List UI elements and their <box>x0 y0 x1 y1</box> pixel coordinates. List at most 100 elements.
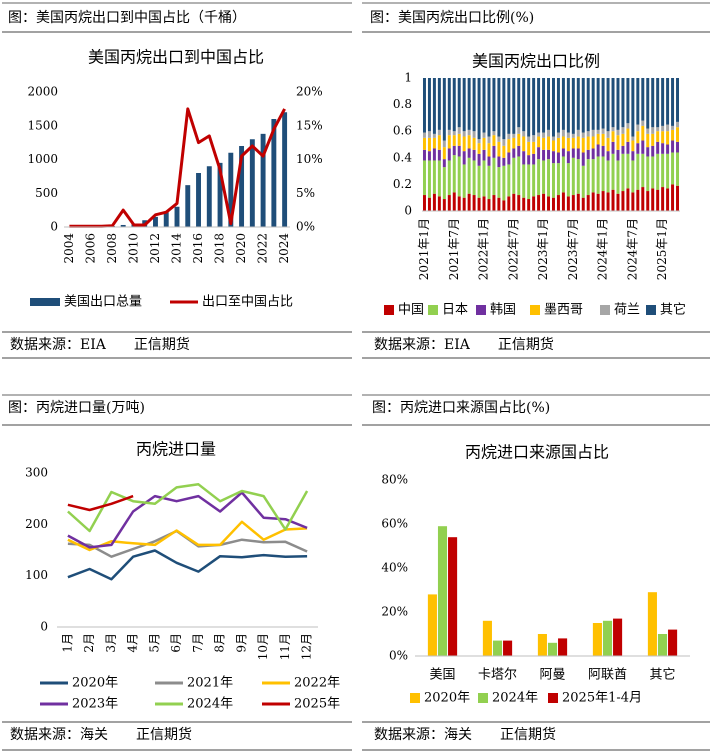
bar-segment <box>661 78 665 126</box>
legend-swatch <box>646 305 656 315</box>
bar-segment <box>462 164 466 198</box>
bar-segment <box>422 160 426 196</box>
bar-segment <box>547 149 551 160</box>
bar-segment <box>601 191 605 211</box>
x-tick-label: 5月 <box>147 633 161 653</box>
bar-segment <box>551 78 555 137</box>
bar-segment <box>547 159 551 197</box>
bar-segment <box>492 131 496 136</box>
bar-segment <box>636 153 640 190</box>
bar-segment <box>452 78 456 132</box>
y-tick-label: 80% <box>381 473 408 487</box>
bar-segment <box>561 148 565 157</box>
bar-segment <box>547 78 551 130</box>
bar-segment <box>527 199 531 211</box>
bar <box>271 119 277 227</box>
bar-segment <box>487 78 491 137</box>
bar-segment <box>477 197 481 211</box>
bar-segment <box>571 148 575 158</box>
bar-segment <box>497 197 501 211</box>
bar-segment <box>442 78 446 141</box>
bar-segment <box>576 129 580 137</box>
legend-swatch <box>476 305 486 315</box>
x-tick-label: 2023年1月 <box>536 218 550 280</box>
y-tick-label: 40% <box>381 561 408 575</box>
bar-segment <box>482 137 486 150</box>
bar-segment <box>477 139 481 144</box>
bar-segment <box>606 160 610 193</box>
bar-segment <box>442 167 446 200</box>
y-tick-label: 0.4 <box>393 150 412 164</box>
bar-segment <box>457 78 461 128</box>
bar-segment <box>566 137 570 152</box>
x-tick-label: 阿联酋 <box>588 667 627 683</box>
bar-segment <box>586 136 590 150</box>
bar-segment <box>636 189 640 211</box>
bar-segment <box>636 78 640 125</box>
bar-segment <box>606 192 610 211</box>
bar-segment <box>472 195 476 211</box>
x-tick-label: 2006 <box>83 233 97 264</box>
bar-segment <box>522 136 526 152</box>
x-tick-label: 10月 <box>256 633 270 660</box>
bar-segment <box>527 136 531 142</box>
bar-segment <box>616 129 620 136</box>
bar-segment <box>432 133 436 138</box>
bar-segment <box>532 196 536 211</box>
bar-segment <box>671 78 675 126</box>
bar-segment <box>462 197 466 211</box>
bar-segment <box>626 141 630 154</box>
bar-segment <box>437 149 441 161</box>
bar-segment <box>492 78 496 132</box>
legend-label: 2020年 <box>72 676 118 691</box>
bar-segment <box>646 156 650 192</box>
x-tick-label: 4月 <box>126 633 140 653</box>
panel-caption: 图：丙烷进口量(万吨) <box>8 400 145 416</box>
bar-segment <box>432 78 436 134</box>
bar-segment <box>591 159 595 193</box>
chart-title: 丙烷进口来源国占比 <box>465 443 609 462</box>
bar-segment <box>502 200 506 211</box>
bar-segment <box>547 129 551 137</box>
bar-segment <box>571 137 575 149</box>
legend-label: 2024年 <box>187 697 233 712</box>
bar-segment <box>551 197 555 211</box>
bar-segment <box>671 184 675 211</box>
bar-segment <box>621 191 625 211</box>
bar-segment <box>492 157 496 196</box>
bar-segment <box>611 141 615 154</box>
bar-segment <box>487 199 491 211</box>
bar-segment <box>542 132 546 138</box>
bar-segment <box>576 159 580 194</box>
bar-segment <box>537 195 541 211</box>
bar-segment <box>606 137 610 152</box>
bar-segment <box>422 195 426 211</box>
bar-segment <box>566 151 570 164</box>
bar-segment <box>487 156 491 166</box>
bar-segment <box>586 195 590 211</box>
bar-segment <box>656 127 660 132</box>
bar-segment <box>581 152 585 166</box>
bar-segment <box>512 193 516 211</box>
bar-segment <box>666 124 670 132</box>
bar-segment <box>661 187 665 211</box>
bar-segment <box>616 193 620 211</box>
bar-segment <box>422 149 426 161</box>
legend-label: 韩国 <box>490 303 516 318</box>
y-tick-label: 1 <box>404 71 412 85</box>
bar <box>260 133 266 227</box>
bar-segment <box>561 129 565 137</box>
bar-segment <box>551 163 555 198</box>
bar-segment <box>447 129 451 136</box>
bar-segment <box>452 155 456 193</box>
legend-swatch <box>478 693 488 703</box>
bar-segment <box>606 131 610 138</box>
bar-segment <box>556 78 560 133</box>
legend-label: 荷兰 <box>614 303 640 318</box>
bar <box>558 638 568 656</box>
bar <box>602 620 613 656</box>
bar-segment <box>641 125 645 141</box>
bar-segment <box>661 131 665 144</box>
bar-segment <box>447 148 451 161</box>
bar-segment <box>566 163 570 197</box>
